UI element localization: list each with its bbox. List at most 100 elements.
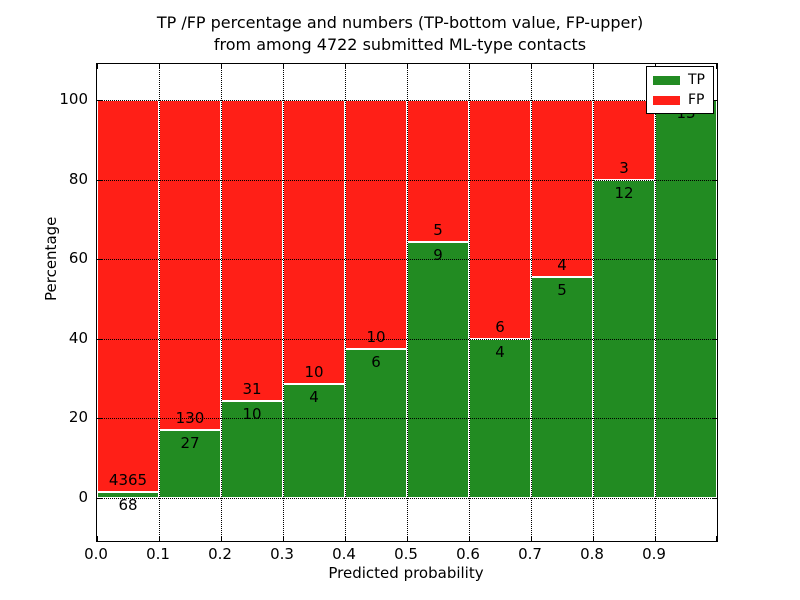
- chart-title-line1: TP /FP percentage and numbers (TP-bottom…: [156, 13, 644, 32]
- tp-count-label: 9: [433, 246, 443, 265]
- fp-bar-segment: [283, 100, 345, 385]
- y-tick-mark: [97, 259, 102, 261]
- y-tick-mark: [712, 100, 717, 101]
- x-tick-mark: [469, 64, 470, 69]
- y-tick-mark: [97, 498, 102, 499]
- y-tick-label: 40: [68, 328, 88, 347]
- fp-count-label: 6: [495, 317, 505, 336]
- y-tick-mark: [97, 418, 102, 420]
- fp-count-label: 3: [619, 158, 629, 177]
- x-tick-mark: [221, 64, 222, 69]
- legend-label: TP: [688, 72, 705, 88]
- x-tick-mark: [345, 536, 346, 541]
- x-tick-mark: [531, 536, 532, 541]
- x-tick-mark: [345, 64, 346, 69]
- x-tick-mark: [531, 64, 532, 69]
- fp-bar-segment: [469, 100, 531, 339]
- vertical-gridline: [407, 64, 408, 541]
- x-tick-mark: [97, 64, 98, 69]
- x-tick-mark: [159, 536, 160, 541]
- vertical-gridline: [469, 64, 470, 541]
- fp-bar-segment: [531, 100, 593, 277]
- legend-label: FP: [688, 92, 705, 108]
- y-tick-mark: [712, 338, 717, 340]
- vertical-gridline: [283, 64, 284, 541]
- vertical-gridline: [655, 64, 656, 541]
- x-tick-mark: [97, 536, 98, 541]
- tp-count-label: 27: [180, 433, 200, 452]
- vertical-gridline: [221, 64, 222, 541]
- fp-swatch-icon: [653, 95, 680, 105]
- tp-bar-segment: [345, 348, 407, 498]
- x-tick-mark: [655, 536, 656, 541]
- legend-item-tp: TP: [647, 70, 713, 90]
- y-tick-label: 100: [59, 90, 88, 108]
- tp-bar-segment: [159, 429, 221, 498]
- vertical-gridline: [531, 64, 532, 541]
- x-tick-label: 0.5: [394, 545, 418, 563]
- y-tick-mark: [712, 179, 717, 181]
- tp-bar-segment: [97, 491, 159, 498]
- fp-bar-segment: [159, 100, 221, 430]
- y-tick-label: 0: [78, 488, 88, 506]
- y-tick-mark: [712, 259, 717, 261]
- tp-bar-segment: [655, 100, 717, 498]
- x-tick-mark: [593, 64, 594, 69]
- x-tick-mark: [283, 64, 284, 69]
- legend-item-fp: FP: [647, 90, 713, 110]
- y-tick-mark: [97, 100, 102, 101]
- tp-count-label: 6: [371, 352, 381, 371]
- fp-bar-segment: [221, 100, 283, 401]
- fp-count-label: 31: [242, 379, 262, 398]
- x-tick-mark: [283, 536, 284, 541]
- x-tick-mark: [716, 64, 717, 69]
- fp-count-label: 10: [366, 327, 386, 346]
- tp-count-label: 10: [242, 404, 262, 423]
- chart-title: TP /FP percentage and numbers (TP-bottom…: [0, 12, 800, 56]
- y-tick-mark: [97, 179, 102, 181]
- x-tick-mark: [407, 64, 408, 69]
- y-tick-mark: [712, 498, 717, 499]
- fp-bar-segment: [407, 100, 469, 243]
- fp-count-label: 130: [175, 408, 205, 427]
- plot-area: 43656813027311010410659644531213: [96, 63, 718, 542]
- vertical-gridline: [159, 64, 160, 541]
- y-tick-label: 20: [68, 408, 88, 427]
- tp-bar-segment: [283, 384, 345, 498]
- x-tick-label: 0.7: [518, 545, 542, 563]
- tp-swatch-icon: [653, 75, 680, 85]
- x-tick-label: 0.9: [642, 545, 666, 563]
- x-tick-mark: [159, 64, 160, 69]
- y-tick-label: 80: [68, 169, 88, 188]
- x-tick-mark: [407, 536, 408, 541]
- x-tick-label: 0.1: [146, 545, 170, 563]
- tp-count-label: 68: [118, 495, 138, 514]
- tp-bar-segment: [407, 242, 469, 498]
- y-tick-mark: [712, 418, 717, 420]
- vertical-gridline: [593, 64, 594, 541]
- fp-count-label: 5: [433, 221, 443, 240]
- x-axis-label: Predicted probability: [328, 564, 484, 582]
- chart-title-line2: from among 4722 submitted ML-type contac…: [213, 35, 587, 54]
- y-tick-label: 60: [68, 249, 88, 268]
- x-tick-label: 0.3: [270, 545, 294, 563]
- x-tick-label: 0.4: [332, 545, 356, 563]
- tp-count-label: 4: [309, 388, 319, 407]
- tp-bar-segment: [593, 179, 655, 498]
- fp-count-label: 10: [304, 363, 324, 382]
- fp-bar-segment: [97, 100, 159, 492]
- tp-count-label: 4: [495, 342, 505, 361]
- tp-count-label: 12: [614, 183, 634, 202]
- legend: TP FP: [646, 66, 714, 114]
- x-tick-mark: [593, 536, 594, 541]
- fp-count-label: 4365: [108, 470, 148, 489]
- fp-bar-segment: [345, 100, 407, 349]
- x-tick-label: 0.8: [580, 545, 604, 563]
- x-tick-mark: [221, 536, 222, 541]
- y-tick-mark: [97, 338, 102, 340]
- fp-count-label: 4: [557, 255, 567, 274]
- vertical-gridline: [345, 64, 346, 541]
- fp-bar-segment: [593, 100, 655, 180]
- x-tick-label: 0.6: [456, 545, 480, 563]
